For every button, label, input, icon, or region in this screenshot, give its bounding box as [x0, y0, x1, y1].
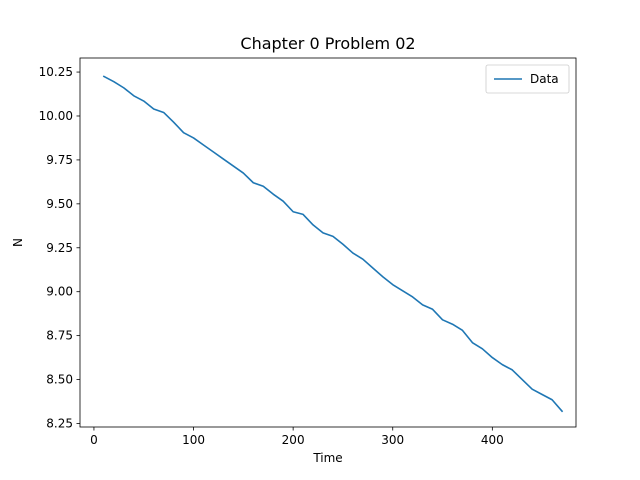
y-tick-label: 9.75 — [46, 153, 73, 167]
x-axis-label: Time — [312, 451, 342, 465]
x-tick-label: 400 — [481, 433, 504, 447]
y-tick-label: 10.00 — [39, 109, 73, 123]
x-tick-label: 100 — [182, 433, 205, 447]
legend-box — [485, 64, 570, 94]
ticks-layer: 0 100 200 300 400 8.25 8.50 8.75 9.00 9.25 9.50 9.7… — [39, 65, 504, 447]
y-tick-label: 8.25 — [46, 416, 73, 430]
y-tick-label: 10.25 — [39, 65, 73, 79]
y-tick-label: 8.50 — [46, 373, 73, 387]
y-tick-label: 8.75 — [46, 329, 73, 343]
chart-title: Chapter 0 Problem 02 — [240, 34, 415, 53]
y-axis-label: N — [11, 238, 25, 247]
plot-frame — [79, 57, 577, 428]
y-tick-label: 9.00 — [46, 285, 73, 299]
x-tick-label: 200 — [282, 433, 305, 447]
plot-area — [80, 58, 576, 427]
y-tick-label: 9.50 — [46, 197, 73, 211]
x-tick-label: 300 — [381, 433, 404, 447]
legend-label: Data — [530, 72, 559, 86]
x-tick-label: 0 — [90, 433, 98, 447]
legend: Data — [485, 64, 570, 94]
y-tick-label: 9.25 — [46, 241, 73, 255]
series-line-data — [102, 75, 564, 413]
data-layer — [102, 75, 564, 413]
